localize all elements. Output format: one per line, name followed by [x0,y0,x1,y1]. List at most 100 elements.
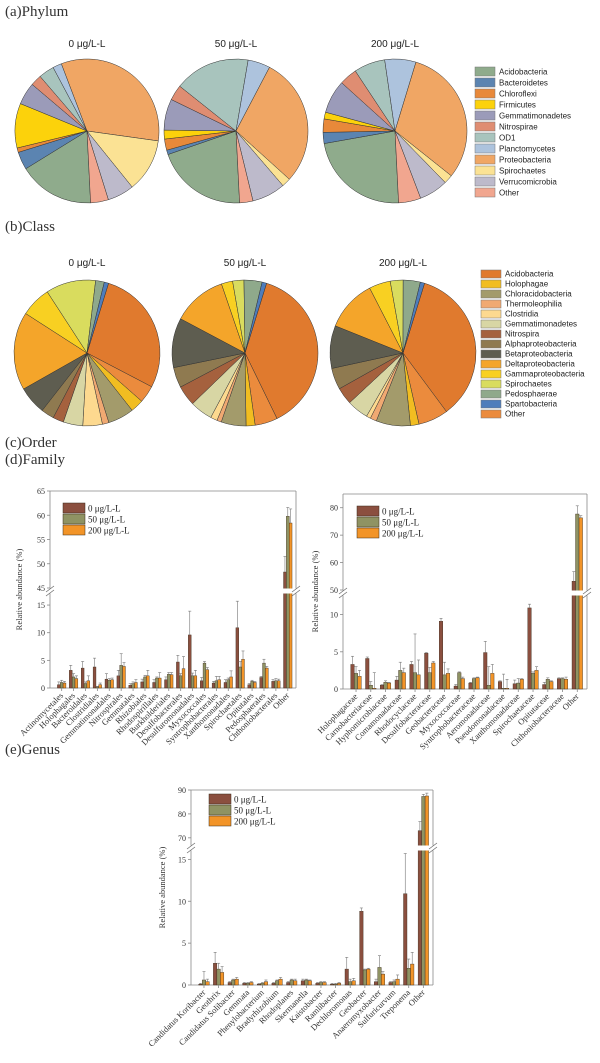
pie-title: 200 μg/L-L [371,39,419,50]
bar [286,982,291,986]
y-tick-label: 60 [330,559,338,568]
bar [395,978,400,986]
y-tick-label: 80 [330,504,338,513]
legend-label: Verrucomicrobia [499,178,557,187]
legend-label: Chloracidobacteria [505,290,572,299]
section-title-phylum: (a)Phylum [5,4,69,20]
bar [380,685,384,690]
bar [394,679,399,690]
bar [146,675,150,689]
legend-swatch [474,165,496,176]
bar [211,682,216,689]
bar [498,681,502,690]
legend-label: 50 μg/L-L [234,806,271,816]
section-title-order: (c)Order [5,435,57,451]
legend-swatch [480,329,502,339]
pie-slice-spartobacteria [244,281,267,354]
legend-label: 200 μg/L-L [382,529,424,539]
pie-title: 50 μg/L-L [224,258,267,269]
bar [169,674,174,689]
legend-label: Spirochaetes [499,167,546,176]
y-tick-label: 5 [182,939,186,948]
bar [158,677,162,689]
bar [247,684,251,689]
pie-slice-spartobacteria [402,281,425,354]
bar [229,676,233,689]
bar [95,686,99,689]
bar [259,677,263,689]
bar [83,683,88,689]
pie-slice-proteobacteria [394,61,468,177]
pie-class-1: 50 μg/L-L [171,258,319,427]
bar [167,673,171,689]
bar [107,680,111,689]
axis-break-mark [45,585,55,593]
bar [264,981,268,986]
axis-break-gap [339,590,591,596]
bar [220,972,225,986]
pie-phylum-2: 200 μg/L-L [322,39,468,204]
legend-label: Holophagae [505,280,549,289]
bar [235,627,239,689]
bar [265,667,269,689]
bar [350,664,355,690]
bar [534,670,539,690]
bar [245,983,250,986]
bar [227,982,232,986]
bar [164,679,168,689]
legend-swatch [474,176,496,187]
bar [403,893,408,986]
axis-break-mark [582,591,592,599]
pie-slice-acidobacteria [244,282,319,419]
bar [560,678,565,690]
bar [578,517,583,690]
bar [368,685,373,690]
legend-label: 50 μg/L-L [88,515,125,525]
bar [152,682,156,689]
y-tick-label: 65 [37,487,45,496]
axis-break-mark [291,585,301,593]
bar [234,978,239,986]
y-tick-label: 10 [178,897,186,906]
legend-swatch [474,187,496,198]
bar [388,982,393,986]
legend-swatch [480,309,502,319]
legend-label: OD1 [499,134,516,143]
bar [289,979,294,986]
axis-break-gap [46,588,300,594]
bar [193,675,198,689]
bar [92,666,97,689]
y-tick-label: 50 [330,586,338,595]
y-tick-label: 5 [41,656,45,665]
pie-slice-other [235,130,254,204]
legend-swatch [480,279,502,289]
legend-label: Proteobacteria [499,156,552,165]
x-tick-label: Other [560,691,581,712]
legend-swatch [480,369,502,379]
legend-label: Nitrospira [505,330,540,339]
pie-title: 200 μg/L-L [379,258,427,269]
bar [564,679,569,690]
bar [330,983,335,986]
legend-label: Planctomycetes [499,145,555,154]
legend-label: 200 μg/L-L [88,526,130,536]
bar [122,666,126,689]
y-tick-label: 10 [330,611,338,620]
legend-label: Other [505,410,525,419]
bar [271,681,275,689]
bar [424,653,429,690]
axis-break-mark [186,842,196,850]
y-tick-label: 0 [334,685,338,694]
bar [214,680,218,689]
bar [319,982,323,986]
bar [205,669,209,689]
bar [98,684,102,689]
legend-label: Spartobacteria [505,400,558,409]
legend-swatch [474,154,496,165]
legend-swatch [356,516,380,528]
axis-break-mark [428,846,438,854]
